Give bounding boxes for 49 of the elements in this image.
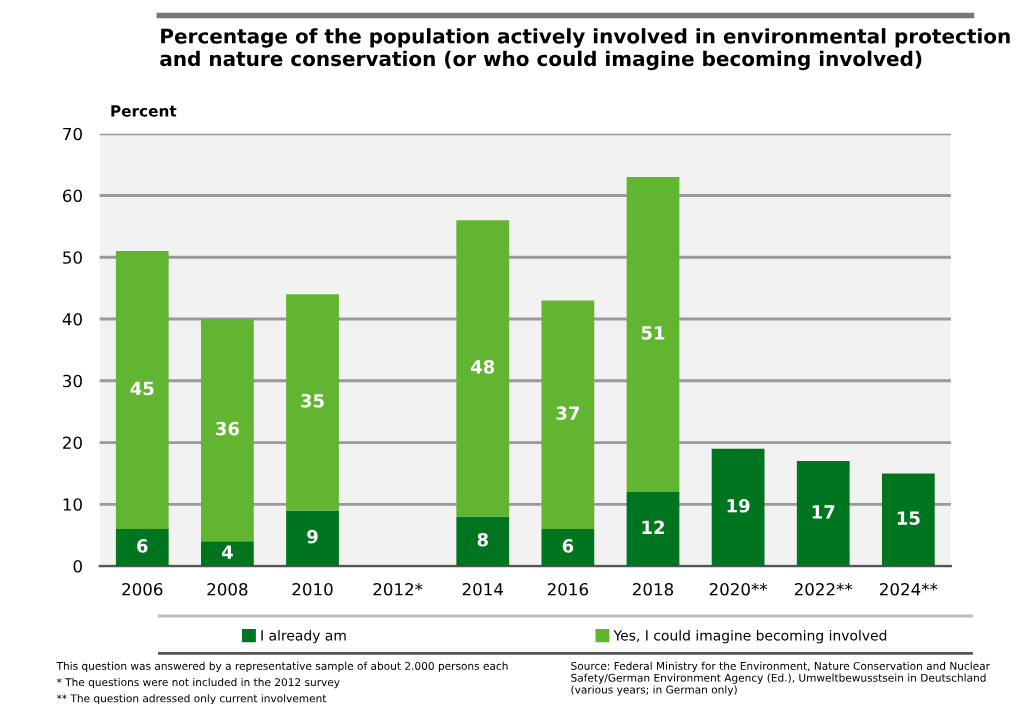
x-tick-label: 2016 [547,582,589,596]
x-tick-label: 2020** [709,582,768,596]
data-label: 8 [477,532,488,547]
data-label: 6 [137,539,148,553]
x-tick-label: 2006 [122,582,163,596]
y-tick-label: 10 [63,498,82,511]
data-label: 6 [562,539,574,553]
data-label: 17 [812,505,835,519]
y-tick-label: 0 [73,559,82,573]
y-tick-label: 60 [63,189,82,203]
x-tick-label: 2018 [633,582,674,596]
bar [115,528,169,567]
y-tick-label: 50 [63,251,82,264]
data-label: 15 [897,511,920,525]
data-label: 19 [727,498,750,513]
x-tick-label: 2022** [794,582,853,596]
bar [201,541,254,567]
y-tick-label: 40 [62,312,82,326]
data-label: 37 [556,406,579,420]
bar [541,300,595,529]
bar [456,220,510,517]
chart-title: Percentage of the population actively involved in environmental protection and nature conservation (or who could imagine becoming involved) [160,28,1010,71]
x-tick-label: 2024** [880,582,938,596]
y-tick-label: 20 [63,436,82,450]
bar [626,176,680,492]
data-label: 48 [471,359,495,374]
data-label: 51 [641,326,665,340]
bar [286,294,339,511]
data-label: 45 [130,381,154,396]
bar [201,319,254,542]
bar [796,461,850,567]
data-label: 4 [221,545,233,559]
data-label: 36 [216,421,239,436]
data-label: 35 [301,393,324,408]
bar [286,510,339,567]
bar [626,491,680,567]
data-label: 9 [307,529,318,544]
data-label: 12 [642,520,664,534]
bar [115,251,169,529]
y-tick-label: 70 [63,127,82,141]
x-tick-label: 2012* [373,582,423,596]
x-tick-label: 2010 [292,582,333,596]
bar [456,516,510,567]
bar [881,473,935,567]
bar [711,448,765,567]
bar [541,528,595,567]
x-tick-label: 2008 [207,582,248,596]
x-tick-label: 2014 [462,582,504,596]
y-tick-label: 30 [63,374,82,388]
